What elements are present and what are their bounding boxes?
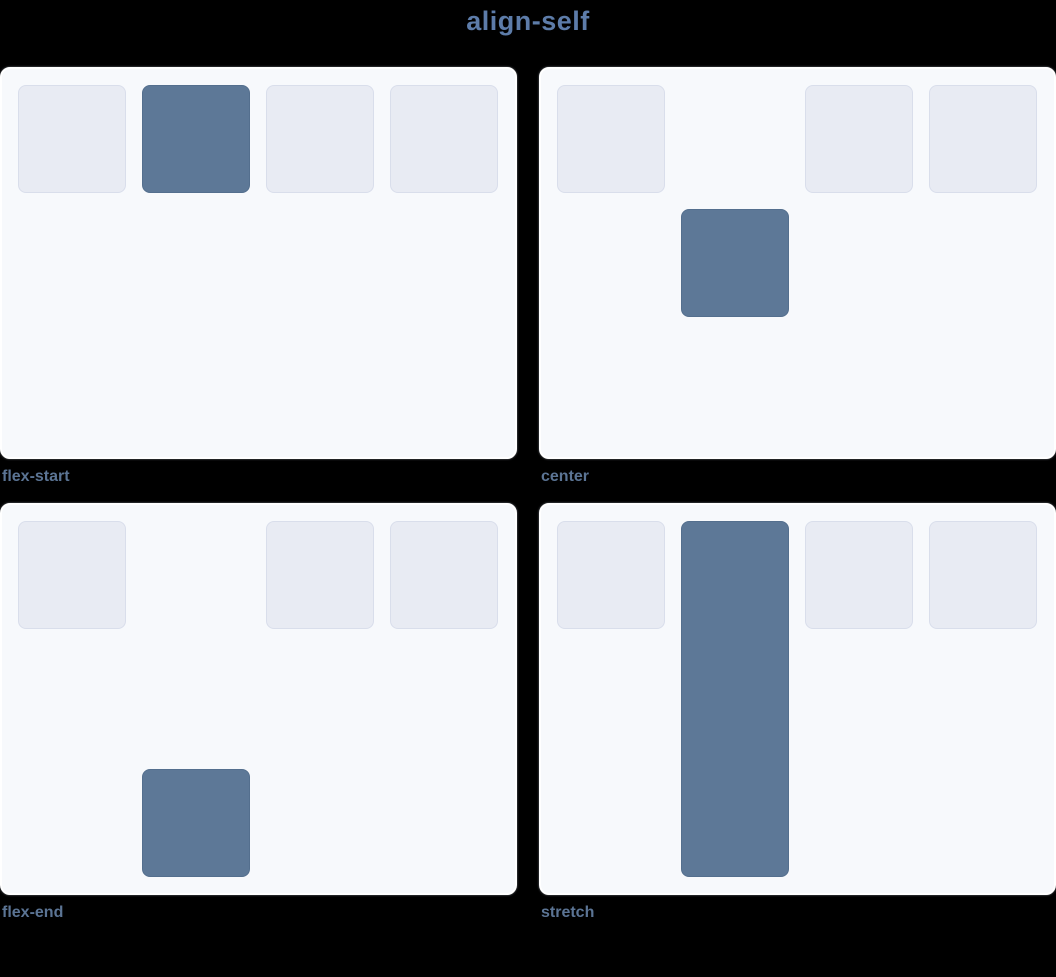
demo-caption: stretch xyxy=(541,904,595,921)
demo-center: center xyxy=(539,67,1056,485)
flex-item xyxy=(390,85,498,193)
flex-item xyxy=(390,521,498,629)
flex-item xyxy=(557,521,665,629)
flex-item xyxy=(557,85,665,193)
flex-item-highlighted xyxy=(142,769,250,877)
page-title: align-self xyxy=(466,6,590,36)
flex-container xyxy=(539,67,1056,459)
demo-caption: flex-start xyxy=(2,468,70,485)
flex-item xyxy=(805,85,913,193)
flex-item xyxy=(266,85,374,193)
flex-item-highlighted xyxy=(681,521,789,877)
flex-item-highlighted xyxy=(142,85,250,193)
demo-flex-end: flex-end xyxy=(0,503,517,921)
demo-grid: flex-start center flex-end stretch xyxy=(0,67,1056,921)
flex-item xyxy=(266,521,374,629)
demo-flex-start: flex-start xyxy=(0,67,517,485)
flex-item xyxy=(929,85,1037,193)
demo-caption: flex-end xyxy=(2,904,64,921)
flex-container xyxy=(0,67,517,459)
flex-container xyxy=(539,503,1056,895)
flex-item xyxy=(929,521,1037,629)
flex-item-highlighted xyxy=(681,209,789,317)
demo-stretch: stretch xyxy=(539,503,1056,921)
flex-item xyxy=(805,521,913,629)
demo-caption: center xyxy=(541,468,590,485)
flex-item xyxy=(18,85,126,193)
flex-item xyxy=(18,521,126,629)
flex-container xyxy=(0,503,517,895)
